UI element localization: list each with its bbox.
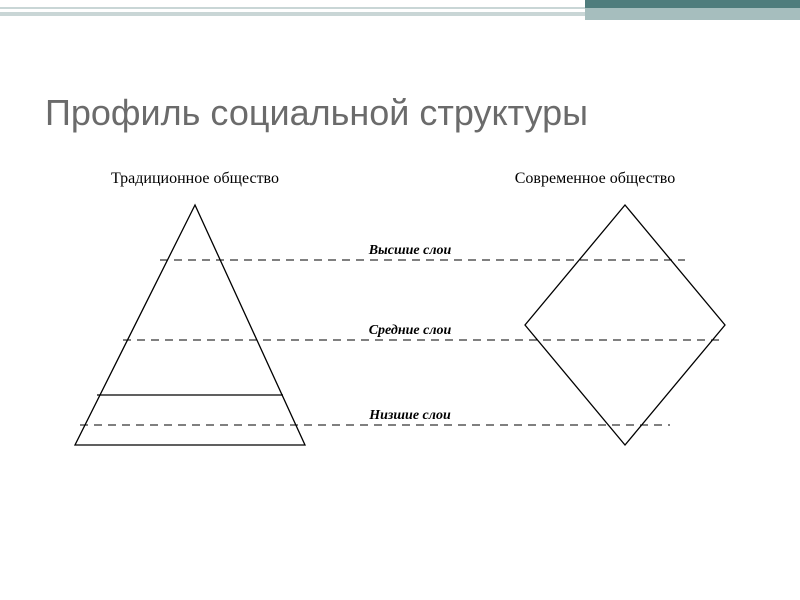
- layer-lines: [80, 260, 720, 425]
- diamond-shape: [525, 205, 725, 445]
- shape-labels: Традиционное общество Современное общест…: [111, 170, 675, 187]
- stratum-label: Высшие слои: [368, 243, 452, 258]
- top-decor: [0, 0, 800, 20]
- diamond-label: Современное общество: [515, 170, 675, 187]
- triangle-label: Традиционное общество: [111, 170, 279, 187]
- stratum-label: Низшие слои: [368, 408, 451, 423]
- stratum-label: Средние слои: [369, 323, 452, 338]
- decor-block-2: [585, 8, 800, 20]
- page-title: Профиль социальной структуры: [45, 92, 588, 134]
- decor-line-1: [0, 7, 585, 9]
- slide: Профиль социальной структуры Традиционно…: [0, 0, 800, 600]
- diagram-container: Традиционное общество Современное общест…: [65, 165, 735, 485]
- triangle-shape: [75, 205, 305, 445]
- layer-labels: Высшие слои Средние слои Низшие слои: [368, 243, 452, 423]
- decor-line-2: [0, 12, 585, 16]
- diagram-svg: Традиционное общество Современное общест…: [65, 165, 735, 485]
